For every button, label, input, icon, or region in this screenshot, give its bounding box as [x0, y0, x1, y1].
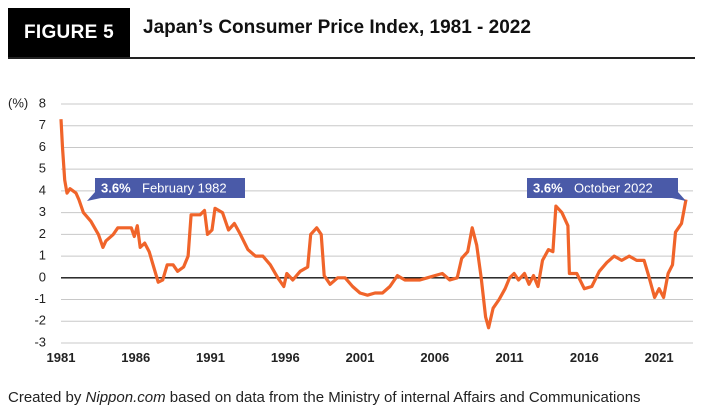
y-tick-label: 8 [39, 95, 46, 110]
y-tick-label: 0 [39, 269, 46, 284]
x-tick-label: 2001 [346, 350, 375, 365]
y-tick-label: -2 [34, 313, 46, 328]
callout-box [527, 178, 678, 198]
callout-box [95, 178, 245, 198]
y-axis-label: (%) [8, 95, 28, 110]
x-tick-label: 1986 [121, 350, 150, 365]
x-tick-label: 1996 [271, 350, 300, 365]
header-divider [8, 57, 695, 59]
y-tick-label: 4 [39, 182, 46, 197]
y-tick-label: -1 [34, 291, 46, 306]
chart-title: Japan’s Consumer Price Index, 1981 - 202… [143, 17, 531, 38]
cpi-series-line [59, 119, 688, 330]
annotation-value: 3.6% [533, 181, 563, 196]
annotation-value: 3.6% [101, 181, 131, 196]
x-tick-label: 1981 [47, 350, 76, 365]
callout-pointer [672, 192, 686, 201]
callout-pointer [87, 192, 101, 201]
x-tick-label: 2011 [495, 350, 523, 365]
source-name: Nippon.com [85, 389, 166, 406]
annotation-callout: 3.6% February 1982 [87, 178, 245, 201]
x-tick-label: 2021 [645, 350, 674, 365]
y-tick-label: 2 [39, 226, 46, 241]
y-tick-label: 7 [39, 117, 46, 132]
figure-label: FIGURE 5 [8, 8, 130, 58]
y-tick-label: 6 [39, 139, 46, 154]
source-suffix: based on data from the Ministry of inter… [169, 389, 641, 406]
annotation-callout: 3.6% October 2022 [527, 178, 686, 201]
annotation-label: February 1982 [142, 181, 227, 196]
x-tick-label: 1991 [196, 350, 225, 365]
x-tick-label: 2006 [420, 350, 449, 365]
y-tick-label: -3 [34, 334, 46, 349]
annotation-label: October 2022 [574, 181, 653, 196]
y-tick-label: 3 [39, 204, 46, 219]
source-note: Created by Nippon.com based on data from… [8, 389, 641, 406]
source-prefix: Created by [8, 389, 82, 406]
y-tick-label: 1 [39, 248, 46, 263]
x-tick-label: 2016 [570, 350, 599, 365]
y-tick-label: 5 [39, 161, 46, 176]
